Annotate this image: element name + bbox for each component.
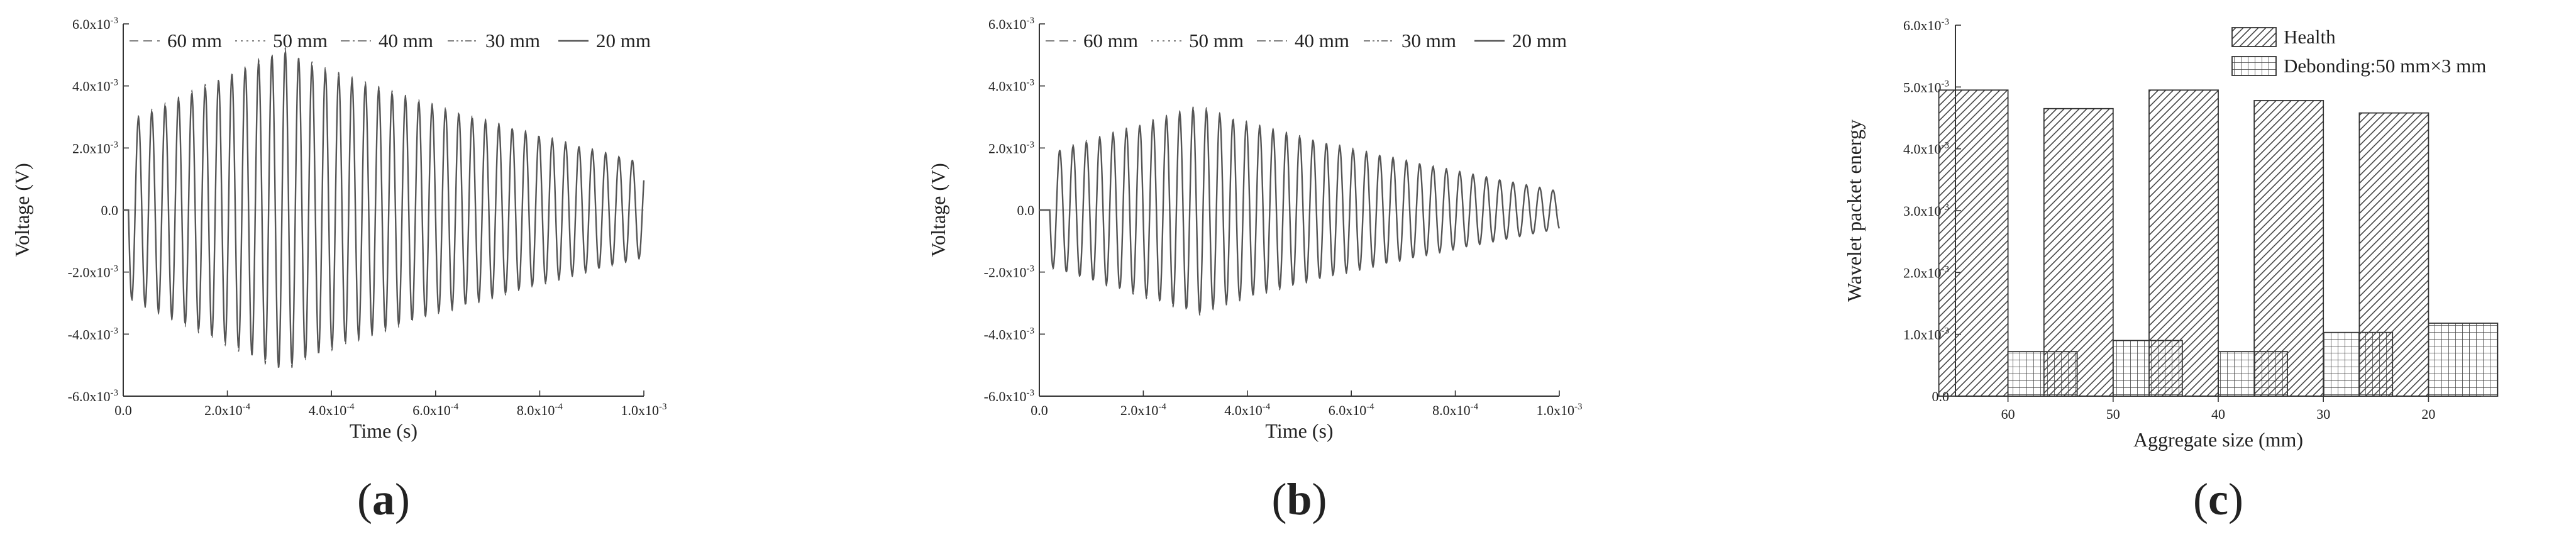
bar-health-20	[2358, 112, 2430, 397]
y-tick-label: -4.0x10-3	[68, 326, 118, 342]
x-tick-label: 4.0x10-4	[1224, 402, 1270, 418]
y-axis-title: Wavelet packet energy	[1843, 119, 1866, 302]
x-tick-label: 30	[2316, 406, 2330, 422]
panel-b-waveform-chart: 6.0x10-3 4.0x10-3 2.0x10-3 0.0 -2.0x10-3 -4.0…	[927, 16, 1583, 524]
x-tick-label: 0.0	[114, 402, 132, 418]
legend-label: Debonding:50 mm×3 mm	[2284, 55, 2486, 77]
y-tick-label: 0.0	[101, 202, 119, 218]
legend-label: 20 mm	[1512, 30, 1567, 52]
y-tick-label: 4.0x10-3	[72, 78, 118, 94]
y-tick-label: -2.0x10-3	[984, 264, 1034, 280]
x-tick-label: 1.0x10-3	[621, 402, 667, 418]
panel-letter: c	[2208, 474, 2228, 524]
bar-debonding-20	[2428, 323, 2499, 397]
x-tick-label: 0.0	[1031, 402, 1048, 418]
y-tick-label: -6.0x10-3	[68, 388, 118, 404]
x-tick-label: 1.0x10-3	[1537, 402, 1583, 418]
panel-letter: b	[1286, 474, 1312, 524]
bar-health-60	[1938, 89, 2009, 397]
y-tick-label: -2.0x10-3	[68, 264, 118, 280]
x-tick-label: 8.0x10-4	[517, 402, 563, 418]
legend-label: 20 mm	[596, 30, 651, 52]
x-tick-label: 6.0x10-4	[1329, 402, 1374, 418]
legend-label: 60 mm	[167, 30, 222, 52]
x-axis-title: Aggregate size (mm)	[2133, 428, 2303, 451]
y-tick-label: 4.0x10-3	[988, 78, 1034, 94]
y-tick-label: 2.0x10-3	[988, 140, 1034, 156]
x-tick-label: 40	[2211, 406, 2225, 422]
legend-swatch	[2231, 27, 2277, 47]
panel-a-waveform-chart: 6.0x10-3 4.0x10-3 2.0x10-3 0.0 -2.0x10-3 -4.0…	[11, 16, 667, 524]
panel-label: (b)	[1271, 474, 1327, 524]
y-axis-title: Voltage (V)	[927, 163, 949, 257]
bar-health-30	[2253, 100, 2324, 397]
legend-label: 40 mm	[1295, 30, 1349, 52]
x-tick-label: 2.0x10-4	[204, 402, 250, 418]
x-tick-label: 50	[2106, 406, 2120, 422]
legend-label: 60 mm	[1083, 30, 1138, 52]
legend-label: 50 mm	[1189, 30, 1244, 52]
y-tick-label: 2.0x10-3	[1903, 264, 1949, 280]
y-tick-label: -6.0x10-3	[984, 388, 1034, 404]
y-axis-title: Voltage (V)	[11, 163, 33, 257]
y-tick-label: 6.0x10-3	[1903, 17, 1949, 33]
legend-label: 40 mm	[379, 30, 433, 52]
y-tick-label: -4.0x10-3	[984, 326, 1034, 342]
legend-label: Health	[2284, 26, 2336, 48]
y-tick-label: 6.0x10-3	[988, 16, 1034, 32]
bar-health-40	[2148, 89, 2219, 397]
x-tick-label: 2.0x10-4	[1120, 402, 1166, 418]
x-tick-label: 20	[2421, 406, 2435, 422]
bar-health-50	[2043, 108, 2114, 397]
x-axis-title: Time (s)	[1265, 419, 1333, 442]
legend-swatch	[2231, 56, 2277, 76]
waveform-series-20-mm	[123, 50, 645, 368]
y-tick-label: 6.0x10-3	[72, 16, 118, 32]
panel-label: (c)	[2193, 474, 2243, 524]
panel-c-bar-chart: 6.0x10-35.0x10-34.0x10-33.0x10-32.0x10-3…	[1843, 17, 2499, 524]
panel-label: (a)	[357, 474, 410, 524]
x-tick-label: 4.0x10-4	[309, 402, 355, 418]
legend-label: 30 mm	[485, 30, 540, 52]
x-tick-label: 8.0x10-4	[1432, 402, 1478, 418]
legend-label: 30 mm	[1401, 30, 1456, 52]
y-tick-label: 5.0x10-3	[1903, 79, 1949, 95]
y-tick-label: 2.0x10-3	[72, 140, 118, 156]
waveform-series-20-mm	[1039, 109, 1561, 314]
x-tick-label: 60	[2001, 406, 2015, 422]
x-axis-title: Time (s)	[350, 419, 417, 442]
panel-letter: a	[372, 474, 395, 524]
x-tick-label: 6.0x10-4	[412, 402, 458, 418]
y-tick-label: 0.0	[1017, 202, 1035, 218]
legend-label: 50 mm	[273, 30, 328, 52]
